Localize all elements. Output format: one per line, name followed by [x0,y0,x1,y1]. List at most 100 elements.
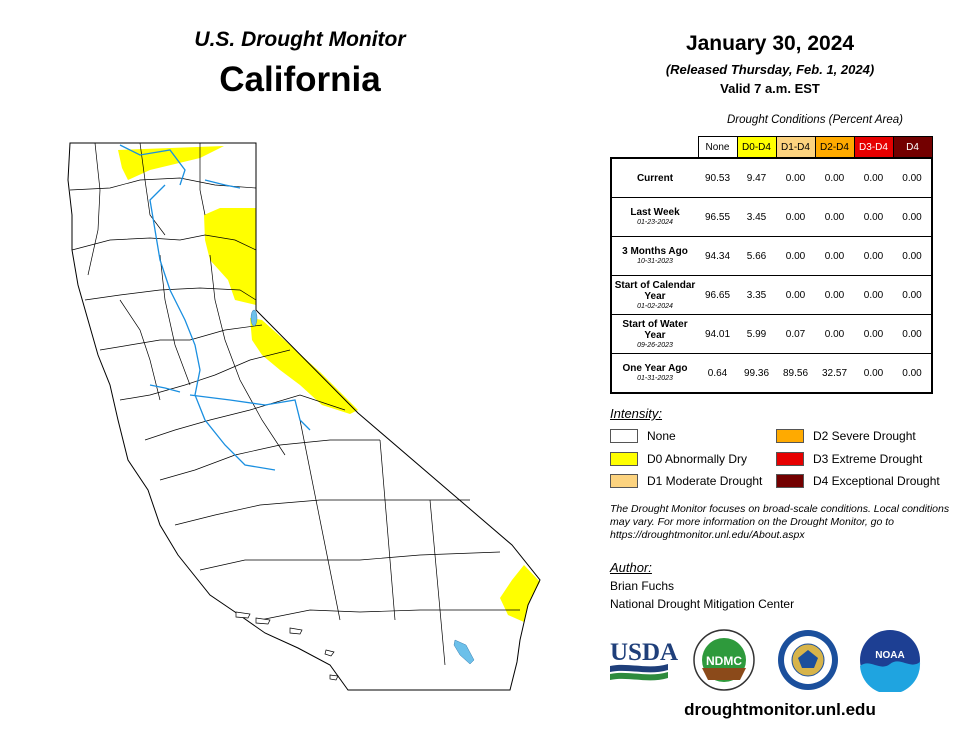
table-row: Start of Water Year 09-26-2023 94.01 5.99 0.… [610,314,933,354]
legend-item-d1: D1 Moderate Drought [610,474,762,488]
row-label-text: One Year Ago [622,363,688,374]
d0-area-northeast [204,208,256,305]
release-date: (Released Thursday, Feb. 1, 2024) [665,62,875,77]
table-cell: 0.00 [854,275,893,315]
table-cell: 0.00 [815,157,854,198]
map-title: U.S. Drought Monitor [194,28,406,51]
table-cell: 96.65 [698,275,737,315]
column-header: D0-D4 [736,136,777,159]
column-header: D4 [892,136,933,159]
row-label: Start of Water Year 09-26-2023 [610,314,698,354]
table-cell: 89.56 [776,353,815,394]
noaa-logo-text: NOAA [875,650,904,661]
author-name: Brian Fuchs [610,579,675,593]
table-cell: 0.00 [815,197,854,237]
table-cell: 0.00 [776,236,815,276]
noaa-logo: NOAA [860,630,921,692]
table-row: Start of Calendar Year 01-02-2024 96.65 3.3… [610,275,933,315]
author-organization: National Drought Mitigation Center [610,597,795,611]
table-cell: 5.66 [737,236,776,276]
legend-swatch [610,474,638,488]
table-cell: 0.00 [776,275,815,315]
row-date: 10-31-2023 [637,258,673,265]
table-cell: 94.01 [698,314,737,354]
legend-item-none: None [610,429,676,443]
legend-item-d3: D3 Extreme Drought [776,452,922,466]
column-header: D2-D4 [814,136,855,159]
table-corner [611,137,698,159]
table-header-row: None D0-D4 D1-D4 D2-D4 D3-D4 D4 [611,136,933,159]
legend-swatch [776,429,804,443]
table-cell: 0.00 [893,314,933,354]
column-header: D1-D4 [775,136,816,159]
legend-swatch [610,429,638,443]
table-cell: 0.00 [815,236,854,276]
legend-label: D4 Exceptional Drought [813,474,940,488]
table-cell: 0.00 [893,275,933,315]
usda-logo: USDA [610,639,678,681]
table-cell: 0.00 [776,157,815,198]
table-cell: 0.00 [893,197,933,237]
legend-label: D3 Extreme Drought [813,452,923,466]
table-cell: 96.55 [698,197,737,237]
row-label-text: Start of Calendar Year [614,279,696,302]
table-row: One Year Ago 01-31-2023 0.64 99.36 89.56 32.5… [610,353,933,394]
county-lines [69,142,520,666]
row-date: 09-26-2023 [637,341,673,349]
california-map [67,142,541,691]
state-name: California [219,60,381,99]
logo-strip: USDA NDMC NOAA [610,629,921,692]
table-cell: 3.35 [737,275,776,315]
legend-label: D1 Moderate Drought [647,474,763,488]
d0-area-southeast [500,565,540,622]
usda-logo-text: USDA [610,639,678,666]
row-label: Current [610,157,698,198]
table-cell: 0.00 [776,197,815,237]
table-cell: 0.00 [854,353,893,394]
salton-sea [453,639,475,665]
row-date: 01-23-2024 [637,219,673,226]
website-url[interactable]: droughtmonitor.unl.edu [684,700,876,719]
disclaimer-note: The Drought Monitor focuses on broad-sca… [610,503,950,541]
table-cell: 0.00 [854,197,893,237]
channel-islands [235,611,339,681]
row-label: 3 Months Ago 10-31-2023 [610,236,698,276]
table-cell: 9.47 [737,157,776,198]
table-row: 3 Months Ago 10-31-2023 94.34 5.66 0.00 0.00 0… [610,236,933,276]
row-label: One Year Ago 01-31-2023 [610,353,698,394]
table-cell: 3.45 [737,197,776,237]
table-cell: 0.00 [893,236,933,276]
legend-swatch [776,452,804,466]
table-row: Current 90.53 9.47 0.00 0.00 0.00 0.00 [610,157,933,198]
table-cell: 0.00 [854,236,893,276]
author-heading: Author: [610,560,652,575]
valid-time: Valid 7 a.m. EST [720,81,820,96]
d0-area-eastern-sierra [250,318,358,414]
state-outline [67,142,541,691]
table-cell: 90.53 [698,157,737,198]
map-date: January 30, 2024 [685,32,855,55]
table-cell: 0.00 [893,353,933,394]
table-cell: 0.00 [893,157,933,198]
legend-item-d4: D4 Exceptional Drought [776,474,940,488]
row-label-text: Current [636,172,674,184]
row-date: 01-02-2024 [637,302,673,310]
row-label: Last Week 01-23-2024 [610,197,698,237]
table-cell: 0.00 [854,157,893,198]
row-label: Start of Calendar Year 01-02-2024 [610,275,698,315]
table-caption: Drought Conditions (Percent Area) [727,114,903,126]
legend-swatch [610,452,638,466]
table-cell: 94.34 [698,236,737,276]
legend-item-d2: D2 Severe Drought [776,429,916,443]
ndmc-logo: NDMC [693,629,755,691]
table-row: Last Week 01-23-2024 96.55 3.45 0.00 0.00 0.00… [610,197,933,237]
legend-swatch [776,474,804,488]
rivers [119,144,311,471]
table-cell: 0.00 [854,314,893,354]
drought-conditions-table: None D0-D4 D1-D4 D2-D4 D3-D4 D4 Current 9… [610,136,933,394]
table-cell: 0.00 [815,275,854,315]
row-label-text: Start of Water Year [622,318,688,341]
lakes [250,309,475,665]
legend-item-d0: D0 Abnormally Dry [610,452,747,466]
table-cell: 0.00 [815,314,854,354]
